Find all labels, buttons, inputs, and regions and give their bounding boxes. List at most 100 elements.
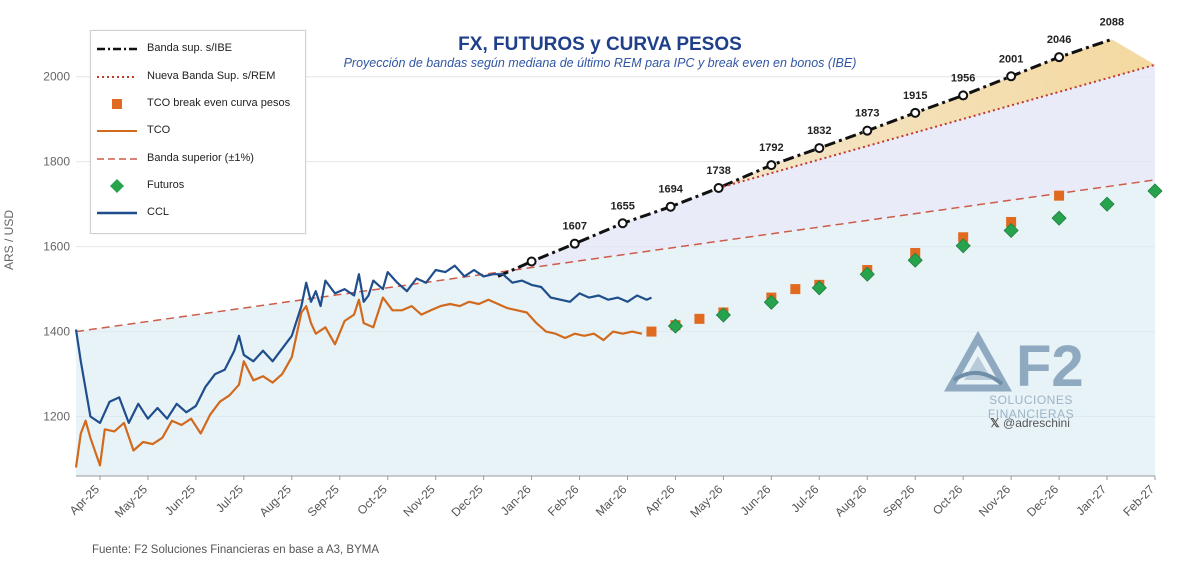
- legend-item-ccl[interactable]: CCL: [91, 203, 305, 223]
- ibe-data-label: 1832: [807, 125, 831, 137]
- chart-title: FX, FUTUROS y CURVA PESOS: [458, 34, 742, 55]
- ibe-data-label: 1738: [706, 165, 730, 177]
- x-tick-label: Apr-25: [67, 482, 103, 518]
- futuros-marker: [763, 294, 779, 310]
- x-logo-icon: 𝕏: [990, 416, 1000, 430]
- x-tick-label: Aug-25: [257, 482, 294, 519]
- tco-break-even-marker: [694, 313, 705, 324]
- futuros-marker: [1147, 183, 1163, 199]
- band-fills: [76, 39, 1155, 476]
- y-axis-label: ARS / USD: [2, 209, 16, 270]
- x-tick-label: Dec-26: [1024, 482, 1061, 519]
- tco-break-even-marker: [790, 284, 801, 295]
- x-tick-label: Feb-26: [545, 482, 582, 519]
- legend-label: Banda superior (±1%): [147, 152, 254, 164]
- square-marker-icon: [112, 99, 122, 109]
- ibe-data-label: 2001: [999, 53, 1023, 65]
- x-tick-label: Jun-25: [162, 482, 198, 518]
- legend-item-nueva-banda-rem[interactable]: Nueva Banda Sup. s/REM: [91, 67, 305, 87]
- futuros-marker: [811, 280, 827, 296]
- y-tick-label: 1400: [43, 325, 70, 339]
- series-line-nueva-banda-sup-s-rem: [718, 63, 1156, 189]
- ibe-point-marker: [526, 256, 537, 267]
- ibe-data-label: 1873: [855, 108, 879, 120]
- legend-label: Futuros: [147, 179, 185, 191]
- legend-item-banda-superior[interactable]: Banda superior (±1%): [91, 149, 305, 169]
- band-area-fill: [76, 179, 1155, 476]
- series: [74, 37, 1156, 468]
- x-tick-label: Oct-25: [354, 482, 390, 518]
- series-line-tco: [74, 296, 643, 468]
- x-tick-label: Jul-25: [213, 482, 246, 515]
- f2-logo-icon: F2: [944, 330, 1084, 399]
- series-line-banda-sup-s-ibe: [497, 37, 1113, 278]
- legend-item-tco-break-even[interactable]: TCO break even curva pesos: [91, 94, 305, 114]
- ibe-point-marker: [862, 125, 873, 136]
- x-tick-label: Nov-26: [976, 482, 1013, 519]
- legend-label: Nueva Banda Sup. s/REM: [147, 70, 276, 82]
- legend-label: Banda sup. s/IBE: [147, 42, 232, 54]
- handle-text: @adreschini: [1003, 416, 1070, 430]
- tco-break-even-marker: [958, 232, 969, 243]
- x-tick-label: Sep-26: [880, 482, 917, 519]
- ibe-point-marker: [814, 143, 825, 154]
- x-tick-label: Nov-25: [401, 482, 438, 519]
- y-tick-label: 2000: [43, 70, 70, 84]
- legend-item-tco[interactable]: TCO: [91, 121, 305, 141]
- futuros-marker: [1099, 196, 1115, 212]
- logo-wordmark: F2: [1016, 334, 1084, 399]
- solid-line-icon: [97, 211, 137, 215]
- markers: [526, 52, 1163, 337]
- ibe-point-marker: [665, 201, 676, 212]
- legend: Banda sup. s/IBE Nueva Banda Sup. s/REM …: [90, 30, 306, 234]
- ibe-data-label: 1694: [658, 184, 683, 196]
- futuros-marker: [859, 266, 875, 282]
- tco-break-even-marker: [1006, 216, 1017, 227]
- ibe-data-label: 1792: [759, 142, 783, 154]
- x-tick-label: May-25: [112, 482, 150, 520]
- dotted-line-icon: [97, 76, 137, 78]
- legend-item-banda-ibe[interactable]: Banda sup. s/IBE: [91, 39, 305, 59]
- ibe-rem-wedge-fill: [718, 39, 1155, 189]
- futuros-marker: [955, 238, 971, 254]
- source-note: Fuente: F2 Soluciones Financieras en bas…: [92, 544, 380, 556]
- ibe-point-marker: [1006, 71, 1017, 82]
- x-tick-label: Dec-25: [448, 482, 485, 519]
- x-tick-label: Oct-26: [930, 482, 966, 518]
- series-line-ccl: [74, 264, 652, 424]
- diamond-marker-icon: [110, 179, 124, 193]
- futuros-marker: [715, 307, 731, 323]
- x-tick-label: Feb-27: [1120, 482, 1157, 519]
- legend-label: CCL: [147, 206, 170, 218]
- y-tick-label: 1600: [43, 240, 70, 254]
- legend-label: TCO break even curva pesos: [147, 97, 291, 109]
- chart-subtitle: Proyección de bandas según mediana de úl…: [343, 56, 857, 70]
- data-labels: 1607 1655 1694 1738 1792 1832 1873 1915 1956 2001…: [562, 16, 1124, 232]
- x-tick-label: Aug-26: [832, 482, 869, 519]
- x-tick-label: Jan-27: [1073, 482, 1109, 518]
- futuros-marker: [1003, 222, 1019, 239]
- y-tick-label: 1800: [43, 155, 70, 169]
- ibe-point-marker: [766, 160, 777, 171]
- ibe-point-marker: [617, 218, 628, 229]
- x-tick-label: Jan-26: [498, 482, 534, 518]
- futuros-marker: [1051, 210, 1067, 226]
- ibe-point-marker: [1054, 52, 1065, 63]
- x-tick-label: Jul-26: [788, 482, 821, 515]
- ibe-data-label: 1607: [562, 221, 586, 233]
- ibe-data-label: 1915: [903, 90, 927, 102]
- twitter-handle[interactable]: 𝕏 @adreschini: [990, 416, 1070, 430]
- tco-break-even-marker: [1054, 190, 1065, 201]
- x-tick-label: May-26: [687, 482, 725, 520]
- x-tick-label: Jun-26: [738, 482, 774, 518]
- ibe-data-label: 2046: [1047, 34, 1071, 46]
- dashed-line-icon: [97, 158, 137, 160]
- solid-line-icon: [97, 130, 137, 132]
- legend-label: TCO: [147, 124, 171, 136]
- ibe-point-marker: [958, 90, 969, 101]
- ibe-data-label: 1956: [951, 72, 975, 84]
- dashdot-line-icon: [97, 47, 137, 51]
- legend-item-futuros[interactable]: Futuros: [91, 176, 305, 196]
- futuros-marker: [907, 252, 923, 268]
